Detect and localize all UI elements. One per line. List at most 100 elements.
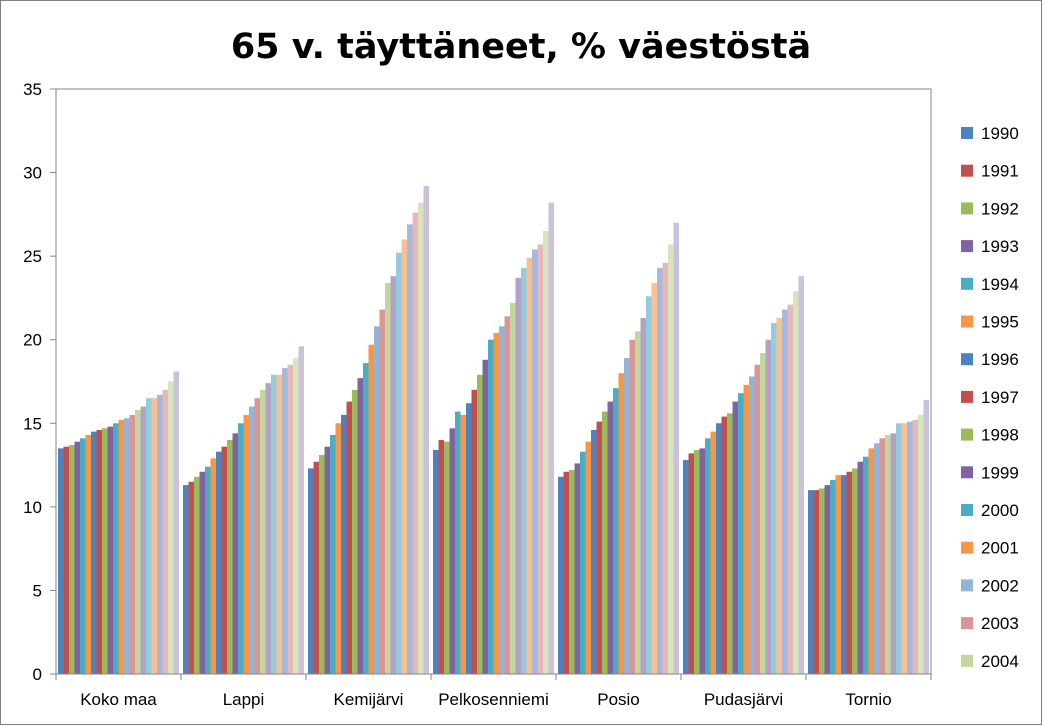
- bar: [63, 446, 69, 674]
- bar: [243, 414, 249, 674]
- bar: [423, 185, 429, 674]
- bar: [699, 448, 705, 674]
- bar: [710, 431, 716, 674]
- bar: [460, 414, 466, 674]
- category-label: Lappi: [223, 690, 265, 709]
- bar: [618, 373, 624, 674]
- bar: [885, 434, 891, 674]
- legend-label: 1995: [981, 313, 1019, 332]
- bar: [651, 282, 657, 674]
- y-tick-label: 25: [23, 247, 42, 266]
- legend-label: 1994: [981, 275, 1019, 294]
- legend-swatch: [961, 164, 973, 177]
- bar: [352, 389, 358, 674]
- bar: [918, 414, 924, 674]
- bar: [813, 490, 819, 674]
- bar: [896, 423, 902, 674]
- bar: [629, 339, 635, 674]
- bar: [879, 438, 885, 674]
- legend-label: 1992: [981, 199, 1019, 218]
- bar: [363, 363, 369, 674]
- bar: [146, 398, 152, 674]
- y-tick-label: 15: [23, 414, 42, 433]
- bar: [276, 374, 282, 674]
- legend-swatch: [961, 541, 973, 554]
- bar: [585, 441, 591, 674]
- y-tick-label: 30: [23, 164, 42, 183]
- bar: [830, 480, 836, 674]
- bar: [69, 445, 75, 674]
- bar: [808, 490, 814, 674]
- bar: [471, 389, 477, 674]
- bar: [673, 222, 679, 674]
- category-label: Posio: [597, 690, 640, 709]
- legend-label: 2001: [981, 539, 1019, 558]
- x-axis: Koko maa Lappi Kemijärvi Pelkosenniemi Posio…: [55, 673, 932, 709]
- bar: [335, 423, 341, 674]
- bar: [716, 423, 722, 674]
- bar: [683, 460, 689, 674]
- bar: [249, 406, 255, 674]
- bar: [260, 389, 266, 674]
- legend-swatch: [961, 202, 973, 215]
- bar: [596, 421, 602, 674]
- bar: [466, 403, 472, 674]
- legend-swatch: [961, 127, 973, 139]
- bar: [91, 431, 97, 674]
- bar: [901, 423, 907, 674]
- bar: [868, 448, 874, 674]
- y-tick-label: 20: [23, 331, 42, 350]
- bar: [510, 302, 516, 674]
- legend-swatch: [961, 654, 973, 667]
- bar: [793, 291, 799, 674]
- bar: [58, 448, 64, 674]
- bar: [390, 276, 396, 674]
- bar: [721, 416, 727, 674]
- bar: [151, 398, 157, 674]
- legend-label: 2003: [981, 614, 1019, 633]
- bar: [216, 451, 222, 674]
- bar: [765, 339, 771, 674]
- legend-label: 1996: [981, 350, 1019, 369]
- bar: [521, 267, 527, 674]
- bar: [787, 304, 793, 674]
- bar: [341, 414, 347, 674]
- bar: [308, 468, 314, 674]
- bar: [727, 413, 733, 674]
- bar: [444, 441, 450, 674]
- bar: [135, 409, 141, 674]
- bar: [526, 257, 532, 674]
- bar: [412, 212, 418, 674]
- bar: [563, 471, 569, 674]
- bar: [705, 438, 711, 674]
- bar: [738, 393, 744, 674]
- bar: [287, 364, 293, 674]
- bar: [482, 359, 488, 674]
- bar: [313, 461, 319, 674]
- bar: [438, 440, 444, 674]
- bar: [374, 326, 380, 674]
- bar: [543, 231, 549, 674]
- bar: [662, 262, 668, 674]
- bar: [74, 441, 80, 674]
- bar: [732, 401, 738, 674]
- bar: [749, 376, 755, 674]
- bars: [58, 185, 929, 675]
- y-tick-label: 10: [23, 498, 42, 517]
- bar: [477, 374, 483, 674]
- legend-swatch: [961, 428, 973, 441]
- bar: [282, 368, 288, 674]
- bar: [293, 358, 299, 674]
- bar: [188, 481, 194, 674]
- bar: [102, 428, 108, 674]
- bar: [368, 344, 374, 674]
- bar: [407, 224, 413, 674]
- bar: [265, 383, 271, 674]
- category-label: Koko maa: [80, 690, 157, 709]
- category-label: Tornio: [845, 690, 891, 709]
- bar: [183, 485, 189, 674]
- bar: [591, 429, 597, 674]
- bar: [162, 389, 168, 674]
- bar: [129, 414, 135, 674]
- bar: [80, 438, 86, 674]
